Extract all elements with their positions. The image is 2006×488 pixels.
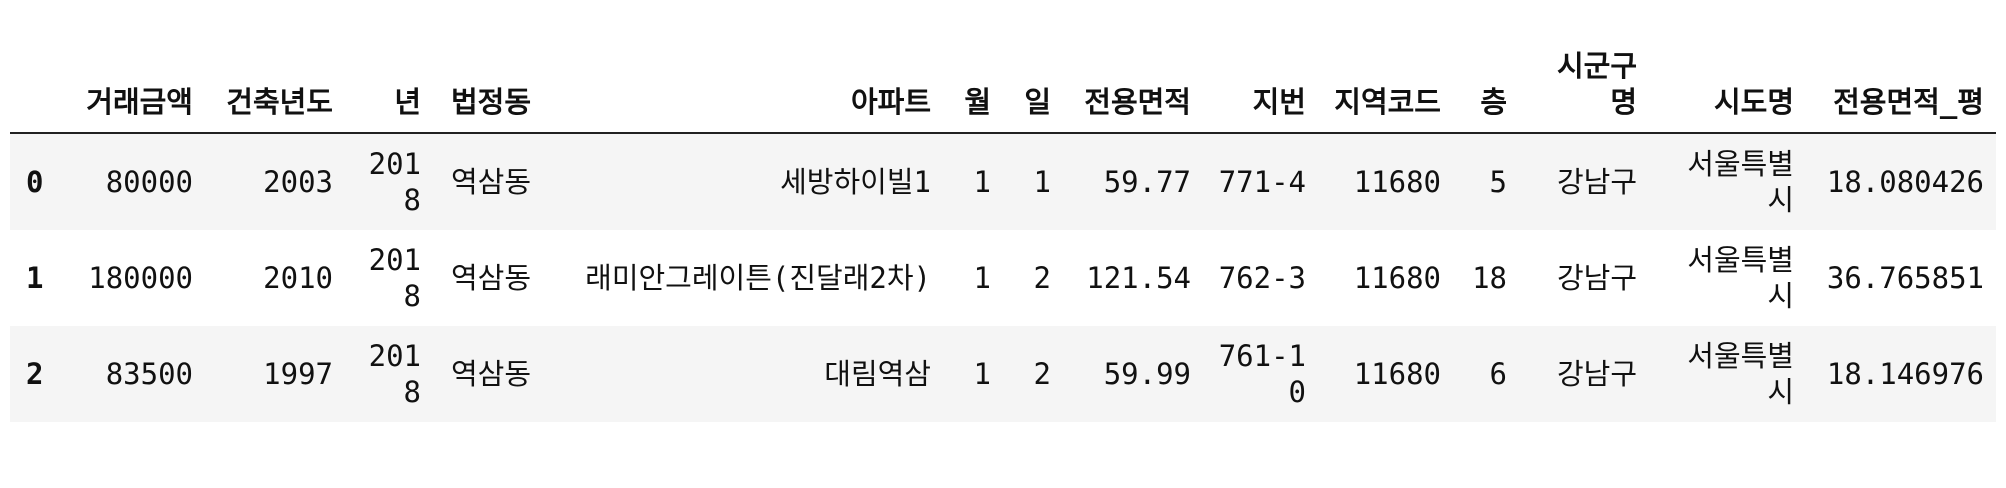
table-cell: 1 [1033,165,1051,199]
table-cell: 1997 [263,357,333,391]
column-header: 전용면적 [1063,40,1203,134]
table-cell: 2003 [263,165,333,199]
column-header: 일 [1003,40,1063,134]
table-cell: 2 [1033,357,1051,391]
column-header: 시군구명 [1519,40,1649,134]
table-cell: 강남구 [1556,357,1637,391]
table-cell: 2018 [368,339,421,409]
table-cell: 강남구 [1556,261,1637,295]
column-header: 층 [1453,40,1519,134]
table-cell: 36.765851 [1826,261,1984,295]
column-header: 지역코드 [1318,40,1453,134]
table-cell: 762-3 [1218,261,1306,295]
header-row: 거래금액 건축년도 년 법정동 아파트 월 일 전용면적 지번 지역코드 층 시군구명 시도명 전용면적_… [10,40,1996,134]
table-cell: 59.99 [1103,357,1191,391]
table-cell: 1 [973,357,991,391]
table-row: 2 83500 1997 2018 역삼동 대림역삼 1 2 59.99 761-10 11680 6… [10,326,1996,422]
table-cell: 180000 [88,261,193,295]
table-cell: 11680 [1353,261,1441,295]
row-index: 2 [26,357,44,391]
table-cell: 2018 [368,147,421,217]
table-header: 거래금액 건축년도 년 법정동 아파트 월 일 전용면적 지번 지역코드 층 시군구명 시도명 전용면적_… [10,40,1996,134]
table-cell: 2018 [368,243,421,313]
table-cell: 5 [1489,165,1507,199]
table-cell: 18.146976 [1826,357,1984,391]
dataframe-table: 거래금액 건축년도 년 법정동 아파트 월 일 전용면적 지번 지역코드 층 시군구명 시도명 전용면적_… [10,40,1996,422]
table-cell: 서울특별시 [1687,339,1794,409]
table-cell: 역삼동 [450,357,531,391]
table-cell: 18.080426 [1826,165,1984,199]
column-header: 지번 [1203,40,1318,134]
table-cell: 761-10 [1218,339,1306,409]
table-cell: 59.77 [1103,165,1191,199]
table-cell: 1 [973,261,991,295]
table-cell: 대림역삼 [824,357,931,391]
table-cell: 80000 [105,165,193,199]
table-cell: 세방하이빌1 [780,165,931,199]
index-header [10,40,70,134]
table-cell: 121.54 [1086,261,1191,295]
table-cell: 11680 [1353,357,1441,391]
row-index: 1 [26,261,44,295]
table-cell: 강남구 [1556,165,1637,199]
table-cell: 771-4 [1218,165,1306,199]
column-header: 년 [345,40,433,134]
column-header: 법정동 [433,40,543,134]
table-cell: 2 [1033,261,1051,295]
column-header: 건축년도 [205,40,345,134]
table-cell: 11680 [1353,165,1441,199]
table-row: 1 180000 2010 2018 역삼동 래미안그레이튼(진달래2차) 1 2 121.54… [10,230,1996,326]
column-header: 시도명 [1649,40,1806,134]
column-header: 거래금액 [70,40,205,134]
table-cell: 서울특별시 [1687,147,1794,217]
table-cell: 83500 [105,357,193,391]
row-index: 0 [26,165,44,199]
table-row: 0 80000 2003 2018 역삼동 세방하이빌1 1 1 59.77 771-4 11680… [10,133,1996,230]
table-cell: 2010 [263,261,333,295]
table-cell: 서울특별시 [1687,243,1794,313]
table-cell: 6 [1489,357,1507,391]
table-body: 0 80000 2003 2018 역삼동 세방하이빌1 1 1 59.77 771-4 11680… [10,133,1996,422]
table-cell: 역삼동 [450,165,531,199]
table-cell: 1 [973,165,991,199]
table-cell: 18 [1472,261,1507,295]
table-cell: 역삼동 [450,261,531,295]
column-header: 아파트 [543,40,943,134]
column-header: 전용면적_평 [1806,40,1996,134]
table-cell: 래미안그레이튼(진달래2차) [585,261,931,295]
column-header: 월 [943,40,1003,134]
